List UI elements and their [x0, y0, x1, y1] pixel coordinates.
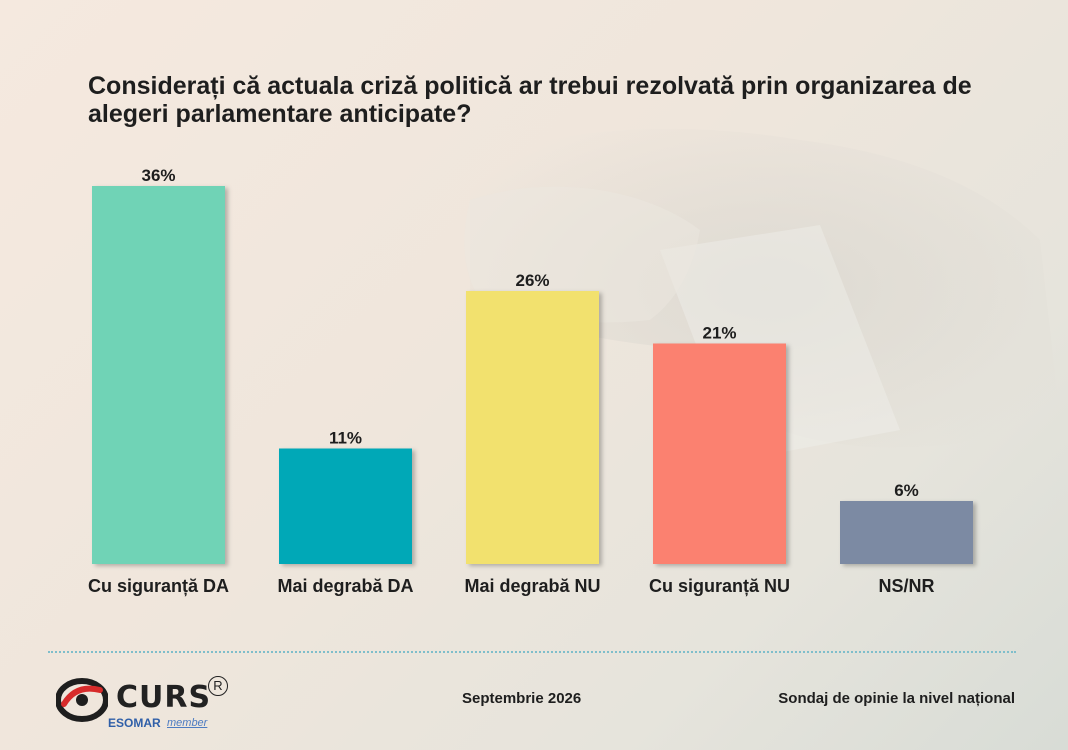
category-label-4: NS/NR — [878, 576, 934, 596]
registered-mark: R — [208, 676, 228, 696]
curs-logo: CURS R ESOMAR member — [56, 676, 256, 738]
bar-chart: 36% Cu siguranță DA 11% Mai degrabă DA 26% Ma… — [88, 166, 973, 596]
chart-title: Considerați că actuala criză politică ar… — [88, 72, 972, 128]
bar-2 — [466, 291, 599, 564]
category-label-1: Mai degrabă DA — [277, 576, 413, 596]
category-label-3: Cu siguranță NU — [649, 576, 790, 596]
survey-date: Septembrie 2026 — [462, 690, 582, 707]
survey-source: Sondaj de opinie la nivel național — [778, 690, 1015, 707]
data-label-3: 21% — [702, 324, 736, 343]
data-label-2: 26% — [515, 271, 549, 290]
esomar-label: ESOMAR — [108, 716, 161, 730]
category-label-0: Cu siguranță DA — [88, 576, 229, 596]
data-label-4: 6% — [894, 481, 919, 500]
logo-name: CURS — [116, 680, 212, 715]
data-label-1: 11% — [329, 429, 362, 448]
esomar-member-label: member — [167, 717, 208, 729]
bar-1 — [279, 448, 412, 564]
bar-3 — [653, 343, 786, 564]
data-label-0: 36% — [141, 166, 175, 185]
bar-4 — [840, 501, 973, 564]
curs-emblem-icon — [56, 678, 108, 722]
bar-0 — [92, 186, 225, 564]
category-label-2: Mai degrabă NU — [464, 576, 600, 596]
footer-divider — [48, 651, 1016, 653]
